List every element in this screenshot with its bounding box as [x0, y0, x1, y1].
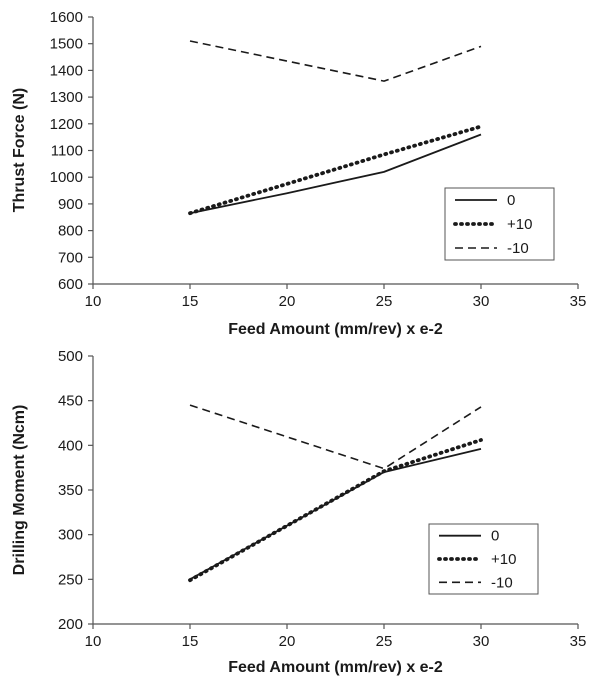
- series-line-dotted: [188, 438, 483, 583]
- legend-label: 0: [491, 528, 499, 545]
- x-axis-title: Feed Amount (mm/rev) x e-2: [228, 659, 443, 676]
- x-tick-label: 30: [473, 633, 490, 650]
- legend-label: +10: [491, 551, 516, 568]
- x-tick-label: 15: [182, 633, 199, 650]
- y-tick-label: 700: [58, 249, 83, 266]
- legend-label: -10: [491, 574, 513, 591]
- legend-label: -10: [507, 240, 529, 257]
- y-axis-title: Thrust Force (N): [11, 88, 28, 212]
- y-tick-label: 1300: [50, 89, 83, 106]
- x-tick-label: 20: [279, 633, 296, 650]
- y-tick-label: 1200: [50, 116, 83, 133]
- chart-1: 600 700 800 900 1000 1100 1200 1300 1400 1500 1600…: [11, 9, 586, 338]
- y-tick-label: 600: [58, 276, 83, 293]
- x-tick-label: 25: [376, 633, 393, 650]
- y-tick-label: 250: [58, 571, 83, 588]
- y-tick-label: 1400: [50, 62, 83, 79]
- series-line-solid: [189, 133, 482, 215]
- y-tick-label: 1500: [50, 36, 83, 53]
- x-tick-label: 20: [279, 293, 296, 310]
- x-tick-label: 15: [182, 293, 199, 310]
- x-tick-label: 30: [473, 293, 490, 310]
- y-tick-label: 900: [58, 196, 83, 213]
- chart-2: 200 250 300 350 400 450 500 10 15 20 25 30 35 Feed Am…: [11, 348, 586, 676]
- y-tick-label: 400: [58, 437, 83, 454]
- legend: 0 +10 -10: [444, 187, 555, 261]
- y-tick-label: 800: [58, 223, 83, 240]
- series-line-dotted: [188, 124, 483, 216]
- legend-label: +10: [507, 216, 532, 233]
- series-line-dashed: [189, 40, 482, 82]
- x-axis-title: Feed Amount (mm/rev) x e-2: [228, 321, 443, 338]
- y-tick-label: 200: [58, 616, 83, 633]
- y-tick-label: 350: [58, 482, 83, 499]
- x-tick-label: 35: [570, 633, 587, 650]
- x-tick-label: 25: [376, 293, 393, 310]
- y-axis-title: Drilling Moment (Ncm): [11, 405, 28, 576]
- y-tick-label: 300: [58, 527, 83, 544]
- y-tick-label: 1000: [50, 169, 83, 186]
- legend-label: 0: [507, 192, 515, 209]
- legend: 0 +10 -10: [428, 523, 539, 595]
- series-line-dashed: [189, 404, 482, 470]
- y-tick-label: 1100: [51, 143, 83, 160]
- y-tick-label: 500: [58, 348, 83, 365]
- x-tick-label: 35: [570, 293, 587, 310]
- x-tick-label: 10: [85, 633, 102, 650]
- y-tick-label: 1600: [50, 9, 83, 26]
- y-tick-label: 450: [58, 393, 83, 410]
- x-tick-label: 10: [85, 293, 102, 310]
